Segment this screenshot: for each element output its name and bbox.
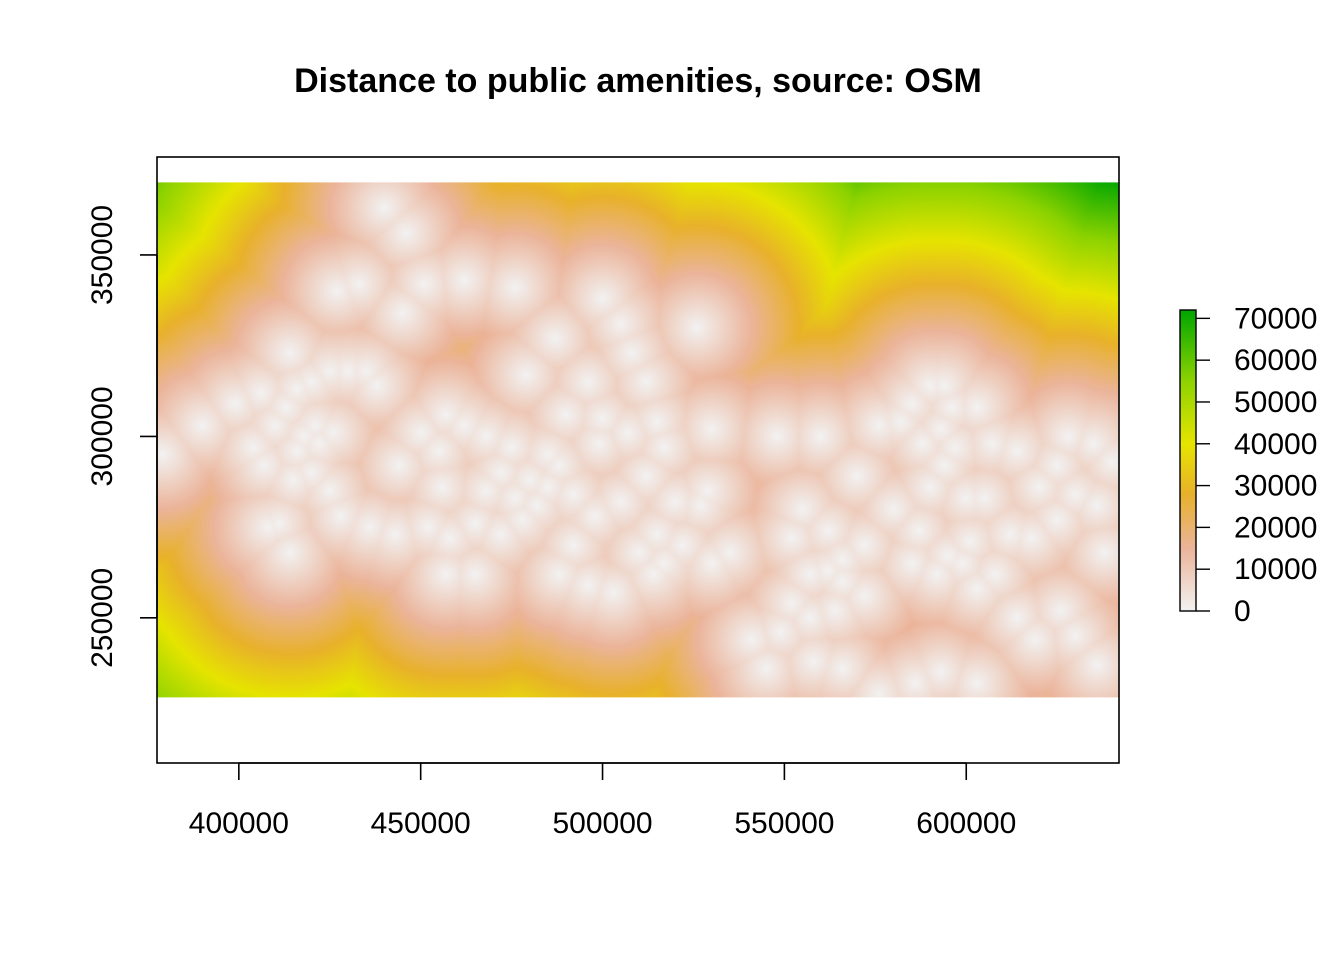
x-tick-label: 500000	[552, 807, 652, 840]
distance-raster	[157, 182, 1119, 698]
x-tick-label: 450000	[371, 807, 471, 840]
legend-tick-label: 0	[1234, 595, 1251, 628]
legend-frame	[1179, 309, 1197, 612]
x-tick-label: 400000	[189, 807, 289, 840]
y-tick-label: 300000	[86, 386, 119, 486]
legend-tick-label: 10000	[1234, 553, 1317, 586]
color-legend-bar	[1180, 310, 1196, 611]
legend-tick-label: 50000	[1234, 386, 1317, 419]
legend-tick-label: 40000	[1234, 428, 1317, 461]
chart-title: Distance to public amenities, source: OS…	[294, 62, 982, 100]
legend-tick-label: 30000	[1234, 470, 1317, 503]
legend-tick-label: 60000	[1234, 344, 1317, 377]
legend-tick-label: 20000	[1234, 511, 1317, 544]
legend-tick-label: 70000	[1234, 302, 1317, 335]
y-tick-label: 250000	[86, 568, 119, 668]
y-axis: 250000 300000 350000	[86, 205, 158, 668]
x-tick-label: 550000	[734, 807, 834, 840]
legend-axis: 0 10000 20000 30000 40000 50000 60000 70000	[1196, 302, 1317, 628]
x-tick-label: 600000	[916, 807, 1016, 840]
x-axis: 400000 450000 500000 550000 600000	[189, 762, 1016, 840]
y-tick-label: 350000	[86, 205, 119, 305]
